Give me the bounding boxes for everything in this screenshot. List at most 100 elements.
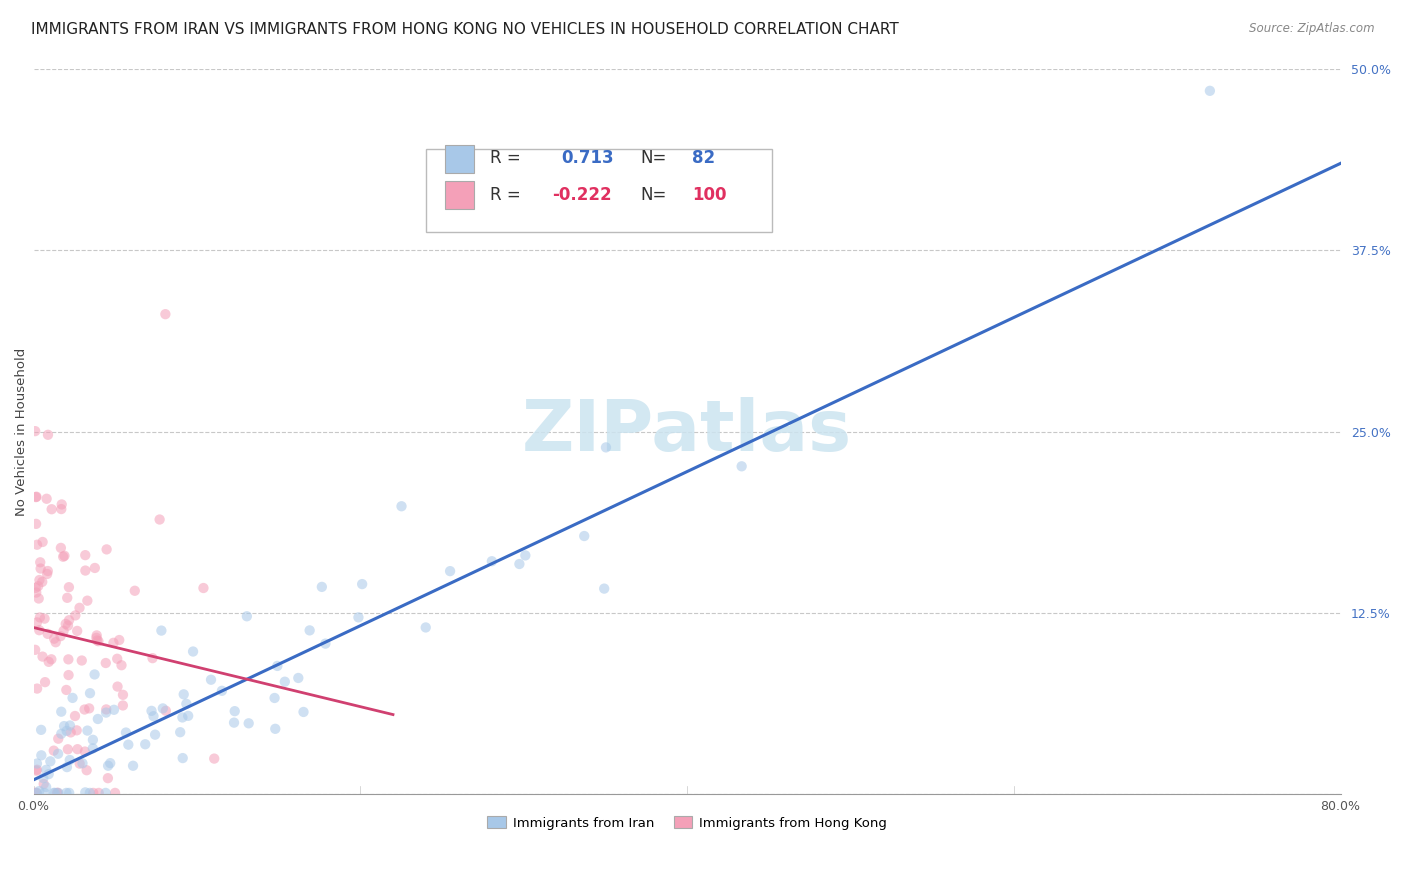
Point xyxy=(38,767,60,781)
Point xyxy=(25,786,48,800)
Point xyxy=(70,653,93,667)
Point xyxy=(94,706,117,720)
Point xyxy=(415,620,437,634)
Point xyxy=(25,538,48,552)
Point xyxy=(352,577,374,591)
Point xyxy=(111,688,134,702)
Point xyxy=(98,756,121,771)
Point xyxy=(46,747,69,761)
Point xyxy=(66,723,89,738)
Point xyxy=(35,491,58,506)
Text: R =: R = xyxy=(489,186,520,203)
Point xyxy=(59,718,82,732)
Point xyxy=(124,583,146,598)
Point xyxy=(263,690,285,705)
Point xyxy=(48,786,70,800)
Point xyxy=(79,786,101,800)
Point xyxy=(34,612,56,626)
Point xyxy=(25,756,48,771)
Point xyxy=(574,529,596,543)
Point xyxy=(25,786,48,800)
Point xyxy=(31,649,53,664)
Point xyxy=(155,704,177,718)
Point xyxy=(96,542,118,557)
Point xyxy=(63,709,86,723)
Point xyxy=(30,723,52,737)
Point xyxy=(66,624,89,638)
Point xyxy=(56,618,79,632)
Point xyxy=(27,579,49,593)
Point xyxy=(593,582,616,596)
Point xyxy=(82,732,104,747)
Point xyxy=(75,548,97,562)
Point xyxy=(46,786,69,800)
Point xyxy=(56,591,79,605)
FancyBboxPatch shape xyxy=(446,181,474,209)
Point xyxy=(66,742,89,756)
Point xyxy=(58,652,80,666)
Point xyxy=(24,424,46,438)
Point xyxy=(25,516,48,531)
Point xyxy=(94,786,117,800)
Point xyxy=(24,642,46,657)
Point xyxy=(173,687,195,701)
Text: N=: N= xyxy=(640,149,666,168)
Point xyxy=(62,690,84,705)
Point xyxy=(134,737,156,751)
Point xyxy=(439,564,461,578)
Point xyxy=(52,624,75,638)
Point xyxy=(222,715,245,730)
Point xyxy=(176,697,198,711)
Point xyxy=(38,655,60,669)
Point xyxy=(28,624,51,638)
Point xyxy=(59,725,82,739)
Point xyxy=(115,725,138,739)
Point xyxy=(87,786,110,800)
Point xyxy=(31,574,53,589)
Point xyxy=(65,608,87,623)
Point xyxy=(44,632,66,646)
Point xyxy=(32,777,55,791)
Point xyxy=(37,427,59,442)
Point xyxy=(155,307,177,321)
Point xyxy=(141,704,163,718)
Point xyxy=(82,786,104,800)
Point xyxy=(35,763,58,777)
Point xyxy=(45,635,67,649)
Point xyxy=(72,756,94,771)
Text: 82: 82 xyxy=(692,149,716,168)
Point xyxy=(49,541,72,555)
Point xyxy=(86,633,108,648)
Point xyxy=(37,566,59,581)
Point xyxy=(172,751,194,765)
Point xyxy=(730,459,752,474)
Point xyxy=(73,702,96,716)
Point xyxy=(96,702,118,716)
Point xyxy=(122,758,145,772)
Point xyxy=(25,490,48,504)
Point xyxy=(25,615,48,630)
Point xyxy=(76,723,98,738)
Point xyxy=(224,704,246,718)
Point xyxy=(35,780,58,794)
Point xyxy=(42,744,65,758)
Point xyxy=(211,683,233,698)
Point xyxy=(51,727,73,741)
Point xyxy=(25,763,48,777)
Point xyxy=(53,549,76,563)
FancyBboxPatch shape xyxy=(446,145,474,173)
Point xyxy=(32,771,55,785)
Point xyxy=(58,668,80,682)
Point xyxy=(37,564,59,578)
Point xyxy=(298,624,321,638)
Point xyxy=(59,753,82,767)
Text: -0.222: -0.222 xyxy=(553,186,612,203)
Point xyxy=(311,580,333,594)
Point xyxy=(46,786,69,800)
Text: R =: R = xyxy=(489,149,520,168)
Point xyxy=(274,674,297,689)
Point xyxy=(86,631,108,645)
Point xyxy=(34,675,56,690)
Point xyxy=(56,742,79,756)
Point xyxy=(238,716,260,731)
